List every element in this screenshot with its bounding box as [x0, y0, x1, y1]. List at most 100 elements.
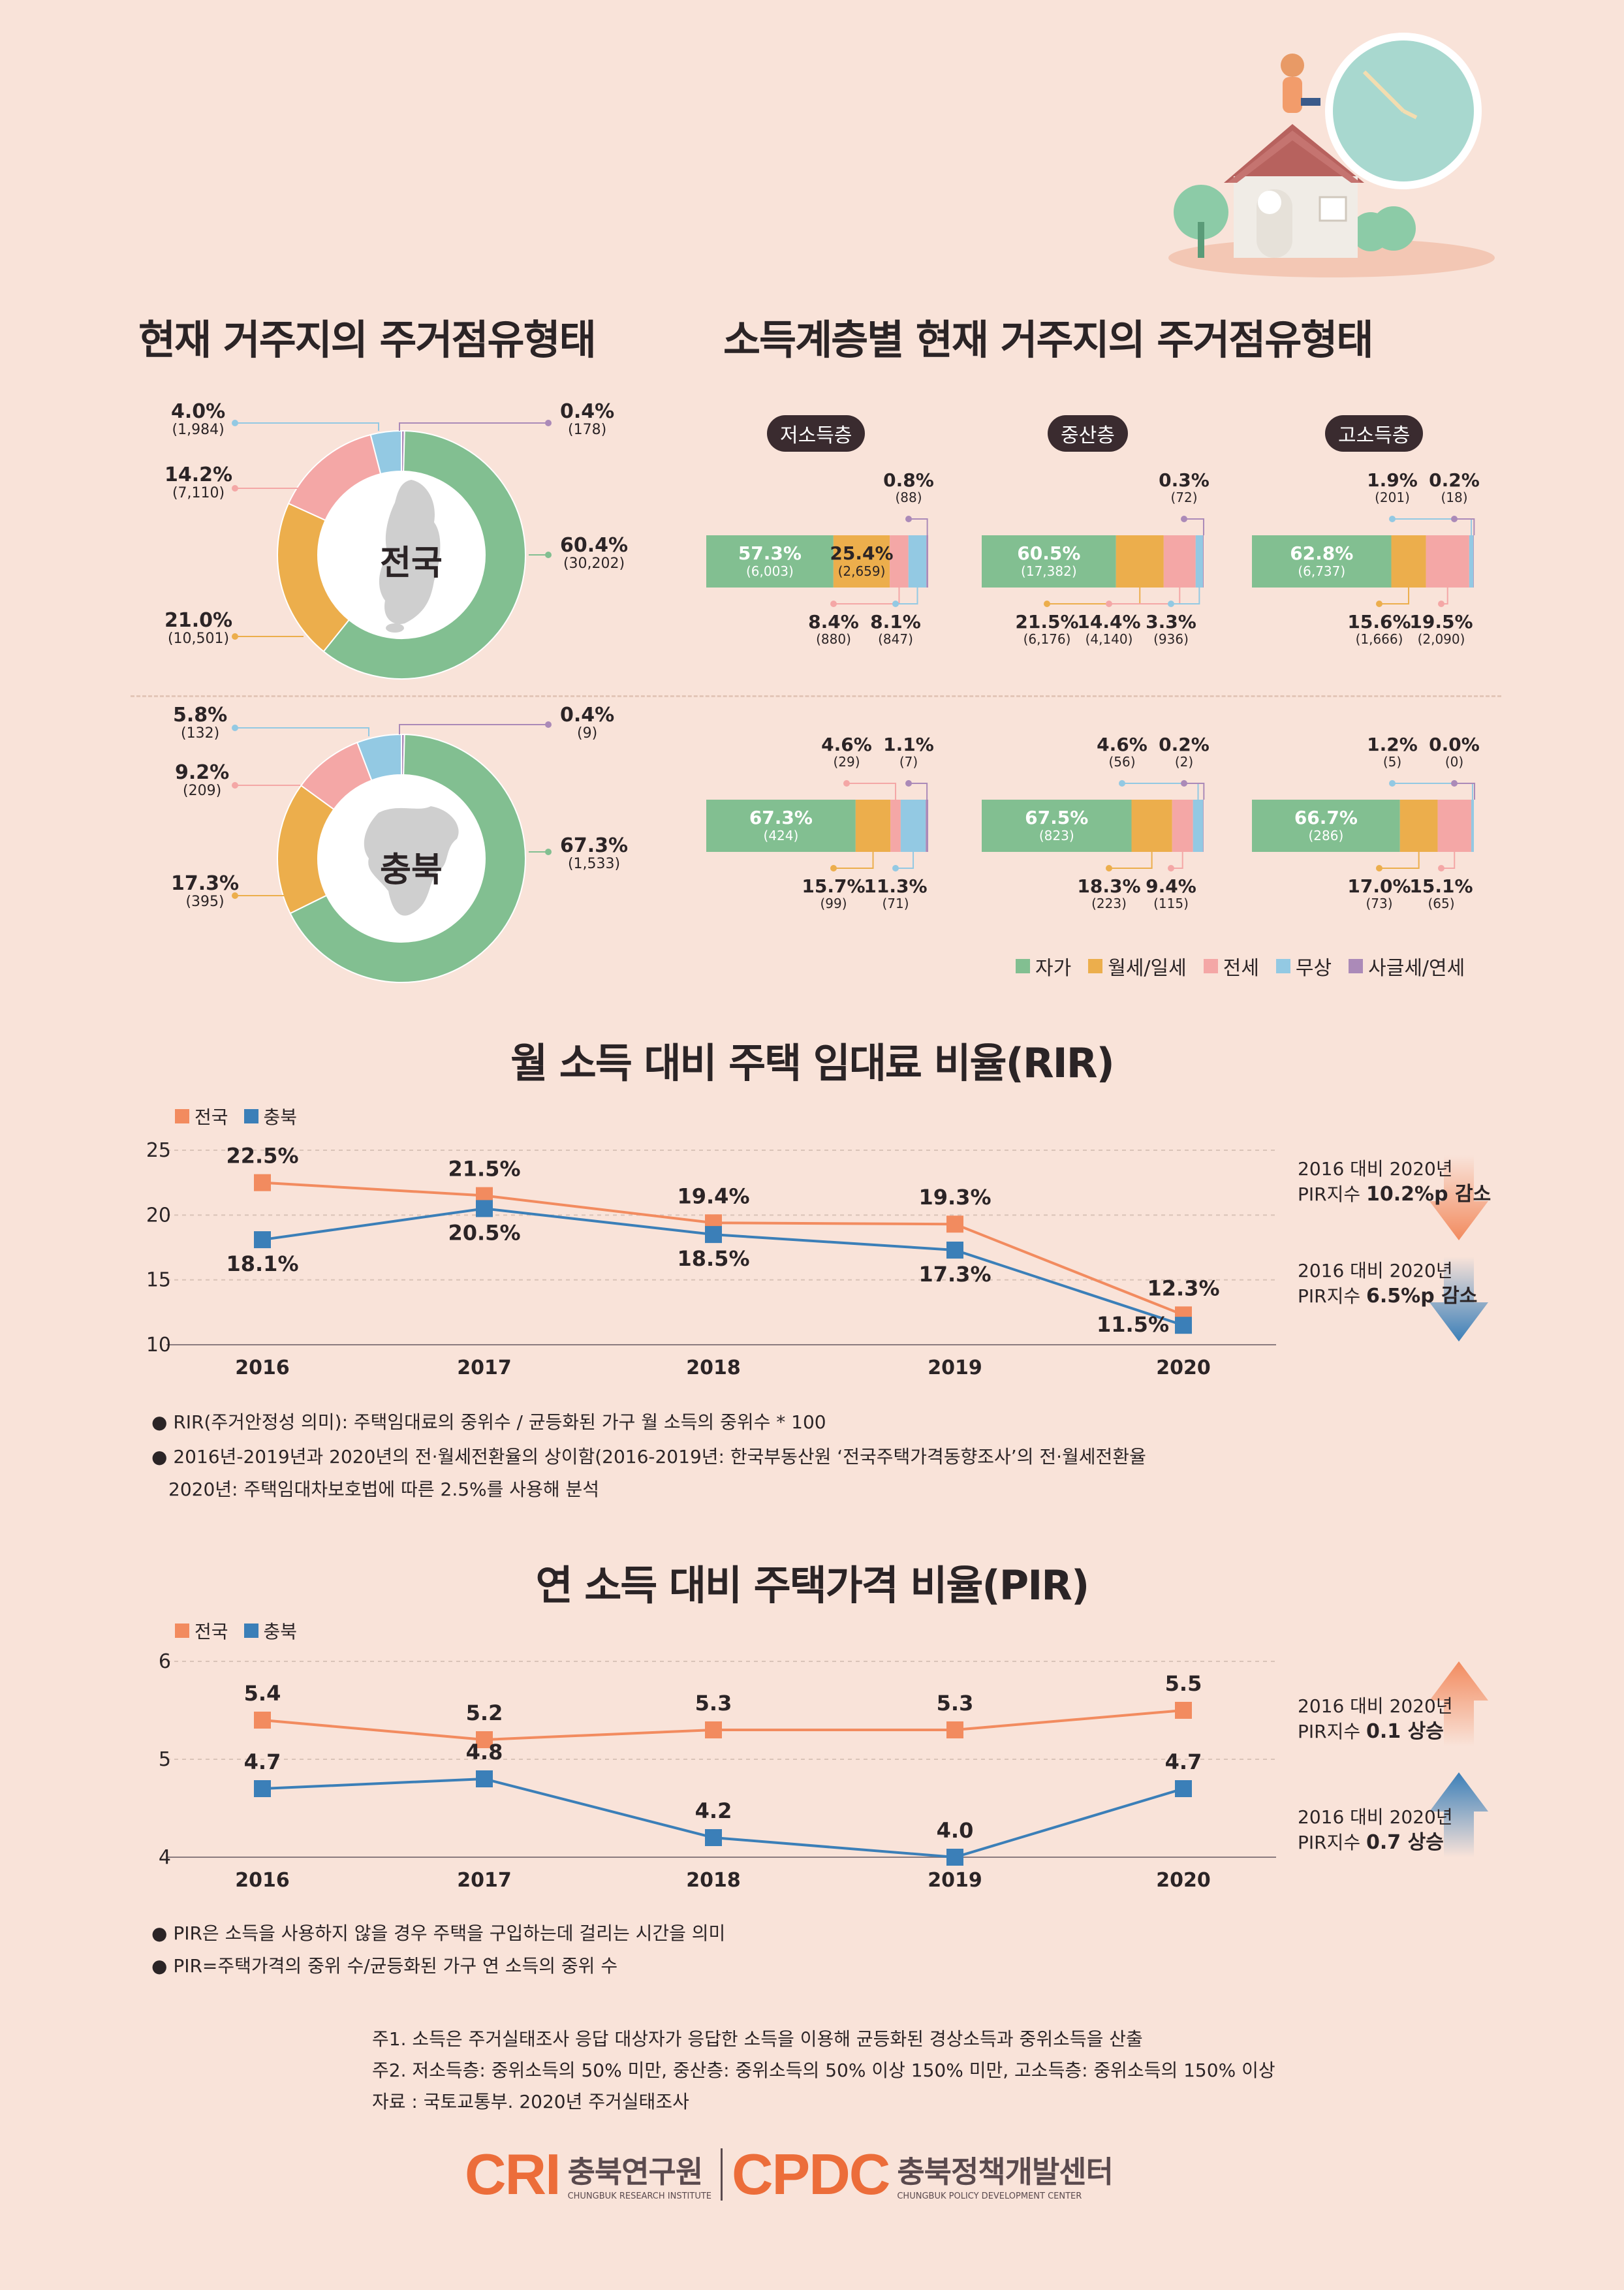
- legend-swatch-chungbuk: [243, 1623, 258, 1638]
- bar-count-label: (6,003): [746, 563, 794, 579]
- bar-value-label: 19.5%: [1409, 611, 1473, 633]
- bar-leader-dot: [1376, 601, 1382, 607]
- bar-value-label: 57.3%: [738, 542, 802, 564]
- data-point: [946, 1241, 963, 1259]
- bar-value-label: 8.1%: [870, 611, 921, 633]
- bar-leader-dot: [1181, 780, 1187, 787]
- bar-leader-line: [1454, 518, 1475, 535]
- bar-segment-own: [706, 535, 834, 588]
- y-tick-label: 10: [146, 1334, 171, 1357]
- rir-callout-national: 2016 대비 2020년 PIR지수 10.2%p 감소: [1298, 1158, 1491, 1206]
- data-label: 19.4%: [677, 1184, 749, 1208]
- legend-swatch: [1349, 959, 1364, 973]
- bar-segment-own: [982, 535, 1116, 588]
- stacked-bar-charts: 57.3%(6,003) 25.4%(2,659) 0.8%(88) 8.4%(880…: [706, 469, 1480, 911]
- bar-count-label: (880): [816, 631, 851, 647]
- bar-value-label: 9.4%: [1146, 875, 1196, 897]
- data-point: [705, 1226, 722, 1244]
- bar-count-label: (2,659): [838, 563, 886, 579]
- bar-segment-monthly: [1391, 535, 1426, 588]
- rir-callout-chungbuk: 2016 대비 2020년 PIR지수 6.5%p 감소: [1298, 1260, 1478, 1308]
- bar-leader-line: [1454, 783, 1475, 800]
- y-tick-label: 5: [159, 1748, 171, 1771]
- data-label: 4.7: [1165, 1749, 1202, 1774]
- data-point: [1175, 1702, 1192, 1719]
- bar-leader-dot: [1438, 865, 1444, 871]
- bar-value-label: 8.4%: [808, 611, 859, 633]
- bar-value-label: 67.5%: [1025, 807, 1088, 828]
- bar-value-label: 62.8%: [1290, 542, 1353, 564]
- legend-swatch-national: [175, 1623, 189, 1638]
- bar-leader-line: [1184, 783, 1205, 800]
- bar-leader-line: [834, 852, 874, 869]
- footnote-2: 주2. 저소득층: 중위소득의 50% 미만, 중산층: 중위소득의 50% 이…: [372, 2060, 1275, 2081]
- bar-value-label: 0.2%: [1429, 469, 1480, 491]
- x-tick-label: 2017: [457, 1357, 512, 1379]
- bar-segment-jeonse: [1426, 535, 1469, 588]
- data-point: [476, 1770, 493, 1787]
- bar-leader-dot: [1106, 601, 1112, 607]
- data-label: 5.5: [1165, 1671, 1202, 1696]
- bar-count-label: (0): [1445, 754, 1463, 770]
- bar-leader-dot: [830, 865, 837, 871]
- bar-value-label: 15.1%: [1409, 875, 1473, 897]
- bar-segment-jeonse: [890, 800, 901, 852]
- bar-count-label: (2): [1175, 754, 1193, 770]
- pir-legend: 전국 충북: [175, 1618, 297, 1644]
- up-arrow-icon: [1429, 1661, 1488, 1746]
- bar-value-label: 0.3%: [1159, 469, 1210, 491]
- y-tick-label: 4: [159, 1846, 171, 1869]
- bar-value-label: 15.6%: [1347, 611, 1411, 633]
- bar-segment-own: [982, 800, 1132, 852]
- bar-segment-free: [1195, 535, 1203, 588]
- legend-swatch: [1016, 959, 1030, 973]
- bar-leader-line: [1379, 588, 1410, 604]
- data-point: [946, 1849, 963, 1866]
- bar-segment-other: [1473, 535, 1474, 588]
- legend-swatch-chungbuk: [243, 1109, 258, 1123]
- bar-count-label: (65): [1428, 896, 1454, 911]
- bar-value-label: 3.3%: [1146, 611, 1196, 633]
- bar-count-label: (5): [1383, 754, 1401, 770]
- house-illustration: [1168, 33, 1495, 277]
- bar-leader-line: [834, 588, 900, 604]
- chungbuk-map-icon: [364, 806, 459, 916]
- data-point: [946, 1721, 963, 1738]
- bar-count-label: (936): [1153, 631, 1189, 647]
- legend-free: 무상: [1275, 952, 1332, 980]
- bar-value-label: 0.8%: [883, 469, 934, 491]
- footer-logos: CRI 충북연구원 CHUNGBUK RESEARCH INSTITUTE CP…: [465, 2141, 1114, 2208]
- data-point: [946, 1216, 963, 1233]
- bar-value-label: 1.2%: [1367, 734, 1418, 755]
- bar-leader-dot: [830, 601, 837, 607]
- bar-value-label: 1.9%: [1367, 469, 1418, 491]
- bar-segment-free: [1471, 800, 1474, 852]
- cri-logo-english: CHUNGBUK RESEARCH INSTITUTE: [567, 2191, 711, 2201]
- bar-leader-line: [896, 588, 918, 604]
- rir-note-1: ● RIR(주거안정성 의미): 주택임대료의 중위수 / 균등화된 가구 월 …: [151, 1411, 826, 1433]
- donut-label-own: 67.3% (1,533): [560, 834, 629, 872]
- donut-label-monthly: 17.3% (395): [171, 872, 240, 910]
- pir-callout-national: 2016 대비 2020년 PIR지수 0.1 상승: [1298, 1695, 1453, 1743]
- x-tick-label: 2016: [235, 1869, 290, 1892]
- bar-segment-monthly: [1116, 535, 1164, 588]
- rir-line-chart: 10 15 20 25 2016 2017 2018 2019 2020 22.5% 21.5% 19…: [146, 1139, 1276, 1379]
- bar-count-label: (73): [1366, 896, 1392, 911]
- bar-value-label: 14.4%: [1077, 611, 1140, 633]
- bar-count-label: (88): [895, 490, 922, 505]
- bar-leader-line: [1184, 518, 1204, 535]
- bar-value-label: 0.2%: [1159, 734, 1210, 755]
- bar-count-label: (223): [1091, 896, 1127, 911]
- y-tick-label: 15: [146, 1269, 171, 1292]
- data-point: [254, 1174, 271, 1191]
- pir-note-1: ● PIR은 소득을 사용하지 않을 경우 주택을 구입하는데 걸리는 시간을 …: [151, 1922, 726, 1944]
- bar-segment-monthly: [1399, 800, 1438, 852]
- bar-value-label: 67.3%: [749, 807, 813, 828]
- bar-count-label: (6,737): [1298, 563, 1345, 579]
- bar-leader-dot: [892, 601, 899, 607]
- data-point: [705, 1829, 722, 1846]
- bar-segment-monthly: [1131, 800, 1172, 852]
- y-tick-label: 25: [146, 1139, 171, 1162]
- x-tick-label: 2020: [1156, 1869, 1211, 1892]
- data-label: 21.5%: [448, 1157, 520, 1182]
